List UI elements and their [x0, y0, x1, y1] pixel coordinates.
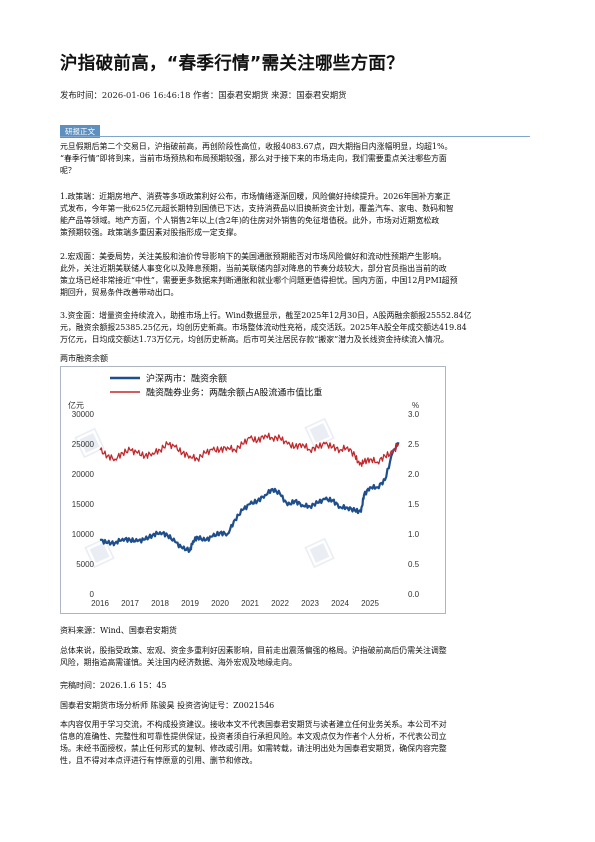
y-right-tick-label: 1.5	[408, 500, 420, 509]
text-line: 策立场已经非常接近“中性”，需要更多数据来判断通胀和就业哪个问题更值得担忧。国内…	[60, 276, 458, 285]
x-tick-label: 2016	[91, 599, 109, 608]
article-meta: 发布时间：2026-01-06 16:46:18 作者：国泰君安期货 来源：国泰…	[60, 90, 347, 100]
chart-source: 资料来源：Wind、国泰君安期货	[60, 626, 177, 635]
text-line: 策预期较强。政策端多重因素对股指形成一定支撑。	[60, 228, 242, 237]
chart-caption: 两市融资余额	[60, 354, 108, 363]
text-line: 本内容仅用于学习交流，不构成投资建议。接收本文不代表国泰君安期货与读者建立任何业…	[60, 720, 447, 729]
series-line-1	[99, 441, 400, 553]
legend-label-1: 沪深两市：融资余额	[146, 373, 227, 385]
paragraph-summary: 总体来说，股指受政策、宏观、资金多重利好因素影响，目前走出震荡偏强的格局。沪指破…	[60, 645, 538, 669]
left-axis-unit: 亿元	[68, 400, 84, 410]
section-tag: 研报正文	[60, 125, 100, 138]
text-line: 此外，关注近期美联储人事变化以及降息预期，当前美联储内部对降息的节奏分歧较大，部…	[60, 264, 447, 273]
x-tick-label: 2021	[241, 599, 259, 608]
chart-frame	[60, 366, 446, 614]
finish-time: 完稿时间：2026.1.6 15：45	[60, 681, 167, 690]
text-line: 3.资金面：增量资金持续流入，助推市场上行。Wind数据显示，截至2025年12…	[60, 311, 472, 320]
section-divider	[60, 136, 530, 137]
y-right-tick-label: 2.0	[408, 470, 420, 479]
y-left-tick-label: 10000	[72, 530, 95, 539]
y-left-tick-label: 15000	[72, 500, 95, 509]
y-left-tick-label: 30000	[72, 410, 95, 419]
y-left-tick-label: 25000	[72, 440, 95, 449]
text-line: 性，且不得对本点评进行有悖原意的引用、删节和修改。	[60, 756, 258, 765]
legend-label-2: 融资融券业务：两融余额占A股流通市值比重	[146, 387, 322, 399]
x-tick-label: 2024	[331, 599, 349, 608]
x-tick-label: 2025	[361, 599, 379, 608]
text-line: 元旦假期后第二个交易日，沪指破前高，再创阶段性高位，收报4083.67点，四大期…	[60, 142, 453, 151]
x-tick-label: 2023	[301, 599, 319, 608]
right-axis-unit: %	[412, 401, 419, 410]
x-tick-label: 2018	[151, 599, 169, 608]
paragraph-funds: 3.资金面：增量资金持续流入，助推市场上行。Wind数据显示，截至2025年12…	[60, 310, 538, 346]
x-tick-label: 2017	[121, 599, 139, 608]
paragraph-policy: 1.政策端：近期房地产、消费等多项政策利好公布，市场情绪逐渐回暖，风险偏好持续提…	[60, 191, 538, 239]
series-line-2	[99, 432, 400, 467]
y-right-tick-label: 3.0	[408, 410, 420, 419]
y-right-tick-label: 1.0	[408, 530, 420, 539]
chart-axes: 亿元 % 0 5000 10000 15000 20000 25000 30000 0.0 0.5 1…	[68, 400, 420, 608]
paragraph-intro: 元旦假期后第二个交易日，沪指破前高，再创阶段性高位，收报4083.67点，四大期…	[60, 141, 538, 177]
text-line: 1.政策端：近期房地产、消费等多项政策利好公布，市场情绪逐渐回暖，风险偏好持续提…	[60, 192, 451, 201]
disclaimer: 本内容仅用于学习交流，不构成投资建议。接收本文不代表国泰君安期货与读者建立任何业…	[60, 719, 538, 767]
y-left-tick-label: 5000	[76, 560, 94, 569]
text-line: 能产品等领域。地产方面，个人销售2年以上(含2年)的住房对外销售的免征增值税。此…	[60, 216, 440, 225]
article-title: 沪指破前高，“春季行情”需关注哪些方面？	[60, 54, 405, 74]
text-line: 风险，期指追高需谨慎。关注国内经济数据、海外宏观及地缘走向。	[60, 658, 297, 667]
text-line: 元，融资余额报25385.25亿元，均创历史新高。市场整体流动性充裕，成交活跃。…	[60, 323, 467, 332]
y-left-tick-label: 20000	[72, 470, 95, 479]
text-line: “春季行情”即将到来，当前市场预热和布局预期较强，那么对于接下来的市场走向，我们…	[60, 154, 447, 163]
x-tick-label: 2020	[211, 599, 229, 608]
paragraph-macro: 2.宏观面：美委局势，关注美股和油价传导影响下的美国通胀预期能否对市场风险偏好和…	[60, 251, 538, 299]
text-line: 呢？	[60, 166, 76, 175]
y-right-tick-label: 0.5	[408, 560, 420, 569]
y-right-tick-label: 0.0	[408, 590, 420, 599]
text-line: 万亿元，日均成交额达1.73万亿元，均创历史新高。后市可关注居民存款“搬家”潜力…	[60, 335, 449, 344]
chart-svg: ▣ ▣ ▣ ▣ 亿元 %05000100001500020000250003000…	[60, 366, 446, 614]
author-line: 国泰君安期货市场分析师 陈骏昊 投资咨询证号：Z0021546	[60, 701, 275, 710]
y-left-tick-label: 0	[90, 590, 95, 599]
y-right-tick-label: 2.5	[408, 440, 420, 449]
text-line: 场。未经书面授权，禁止任何形式的复制、修改或引用。如需转载，请注明出处为国泰君安…	[60, 744, 447, 753]
text-line: 总体来说，股指受政策、宏观、资金多重利好因素影响，目前走出震荡偏强的格局。沪指破…	[60, 646, 447, 655]
x-tick-label: 2022	[271, 599, 289, 608]
text-line: 期回升，贸易条件改善带动出口。	[60, 288, 179, 297]
text-line: 式发布，今年第一批625亿元超长期特别国债已下达，支持消费品以旧换新资金计划，覆…	[60, 204, 454, 213]
margin-balance-chart: ▣ ▣ ▣ ▣ 亿元% 0 5000 10000 15000 20000 25000 3000…	[60, 366, 446, 614]
text-line: 信息的准确性、完整性和可靠性提供保证，投资者须自行承担风险。本文观点仅为作者个人…	[60, 732, 447, 741]
x-tick-label: 2019	[181, 599, 199, 608]
chart-lines	[99, 432, 400, 553]
text-line: 2.宏观面：美委局势，关注美股和油价传导影响下的美国通胀预期能否对市场风险偏好和…	[60, 252, 447, 261]
